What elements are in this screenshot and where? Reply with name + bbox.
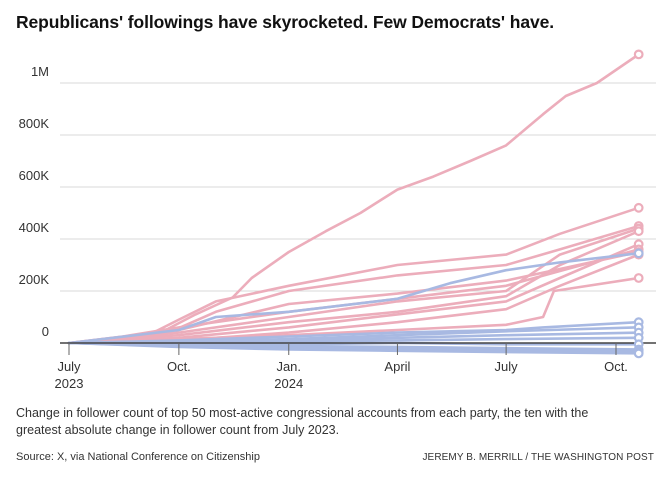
republican-series-layer xyxy=(67,53,640,345)
y-tick-label: 600K xyxy=(19,168,50,183)
y-tick-label: 800K xyxy=(19,116,50,131)
credit-text: JEREMY B. MERRILL / THE WASHINGTON POST xyxy=(422,452,654,463)
x-tick-sublabel: 2024 xyxy=(274,376,303,391)
source-text: Source: X, via National Conference on Ci… xyxy=(16,451,260,463)
x-axis: July 2023 Oct. Jan. 2024 April July Oct. xyxy=(55,343,628,391)
democrat-series-line xyxy=(67,252,640,345)
x-tick-label: July xyxy=(57,359,81,374)
y-tick-label: 200K xyxy=(19,272,50,287)
republican-end-marker xyxy=(633,273,644,283)
republican-end-marker xyxy=(633,202,644,213)
republican-series-line xyxy=(67,229,640,345)
grid-layer: 0 200K 400K 600K 800K 1M xyxy=(19,64,656,339)
x-tick-label: July xyxy=(495,359,519,374)
chart-note: Change in follower count of top 50 most-… xyxy=(16,406,589,437)
x-tick-label: April xyxy=(384,359,410,374)
x-tick-label: Oct. xyxy=(167,359,191,374)
republican-series-line xyxy=(67,206,640,345)
republican-end-marker xyxy=(633,49,644,60)
chart-title: Republicans' followings have skyrocketed… xyxy=(16,12,555,32)
republican-series-line xyxy=(67,227,640,345)
x-tick-label: Oct. xyxy=(604,359,628,374)
y-tick-label: 400K xyxy=(19,220,50,235)
republican-series-line xyxy=(67,53,640,345)
x-tick-sublabel: 2023 xyxy=(55,376,84,391)
y-tick-label: 0 xyxy=(42,324,49,339)
republican-end-marker xyxy=(633,226,644,237)
x-tick-label: Jan. xyxy=(276,359,301,374)
end-markers-layer xyxy=(633,49,644,359)
y-tick-label: 1M xyxy=(31,64,49,79)
line-chart: 0 200K 400K 600K 800K 1M July 2023 Oct. Jan. 2024… xyxy=(19,49,656,391)
democrat-series-line xyxy=(67,341,640,355)
democrat-end-marker xyxy=(633,348,644,359)
democrat-end-marker xyxy=(633,248,644,259)
